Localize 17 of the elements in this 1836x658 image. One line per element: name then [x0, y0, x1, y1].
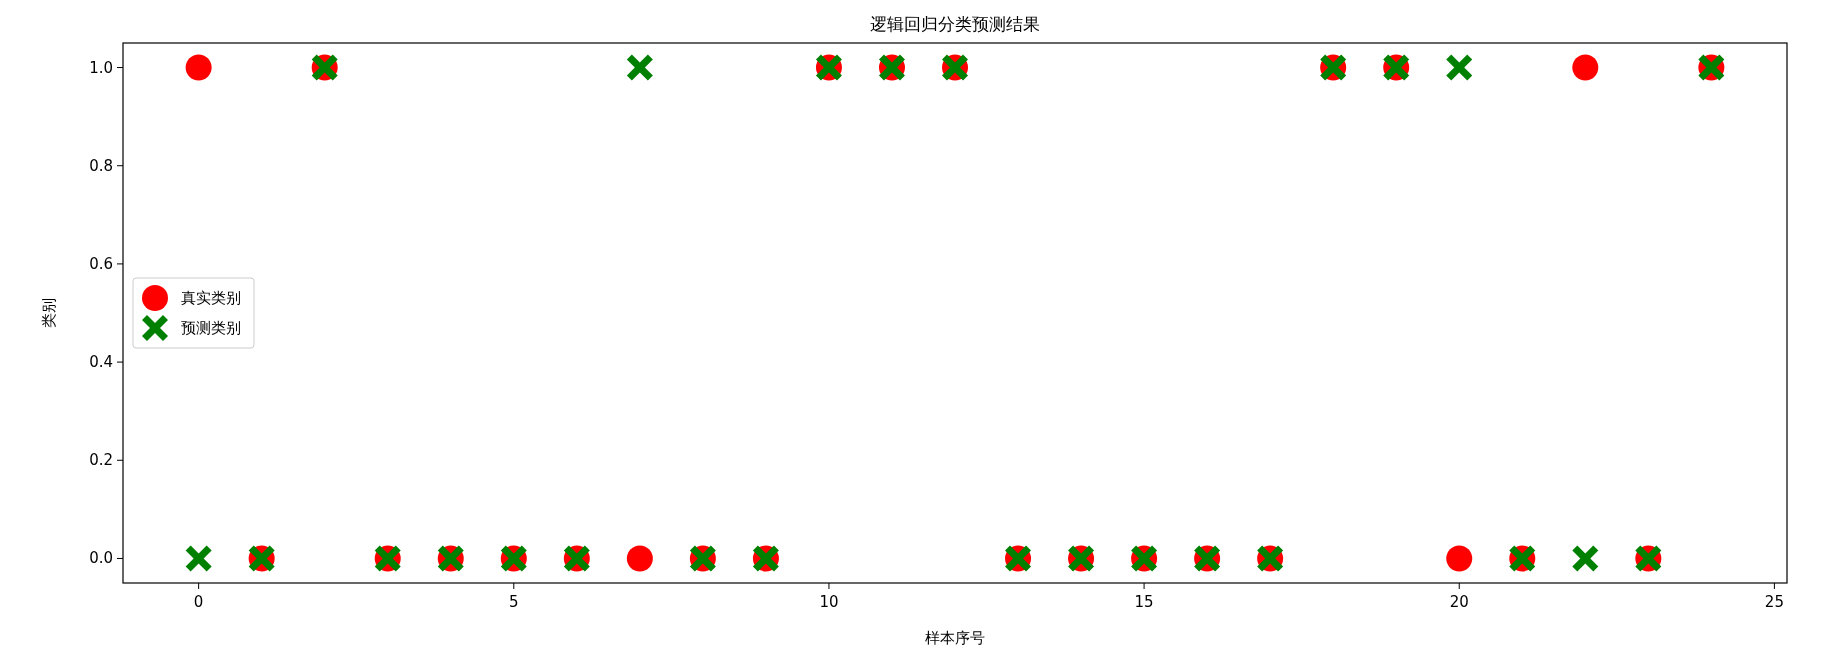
x-axis-title: 样本序号	[925, 629, 985, 647]
chart-title: 逻辑回归分类预测结果	[870, 14, 1040, 34]
y-tick-label: 0.4	[89, 353, 113, 372]
y-tick-label: 0.2	[89, 451, 113, 470]
y-tick-label: 0.6	[89, 254, 113, 273]
y-tick-label: 0.8	[89, 156, 113, 175]
legend-label: 真实类别	[181, 289, 241, 307]
legend-label: 预测类别	[181, 319, 241, 337]
x-tick-label: 20	[1449, 593, 1469, 611]
x-tick-label: 10	[819, 593, 839, 611]
x-tick-label: 0	[193, 593, 204, 611]
y-tick-label: 1.0	[89, 58, 113, 77]
x-tick-label: 25	[1764, 593, 1784, 611]
x-tick-label: 15	[1134, 593, 1154, 611]
x-tick-label: 5	[509, 593, 519, 611]
y-axis-title: 类别	[40, 298, 58, 328]
y-tick-label: 0.0	[89, 549, 113, 568]
